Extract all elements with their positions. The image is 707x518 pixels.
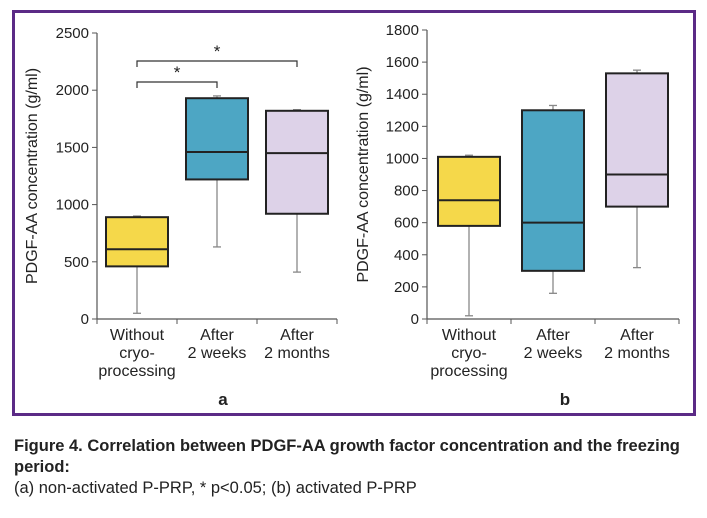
significance-star: * [174,63,181,82]
x-tick-label-line: cryo- [451,345,487,362]
y-tick-label: 0 [411,311,419,328]
x-tick-label: After 2 months [264,327,330,362]
x-tick-label: After 2 weeks [188,327,247,362]
box-iqr [105,216,169,268]
box-plot-3 [265,108,329,273]
y-tick-label: 1600 [386,54,419,71]
box-iqr [437,155,501,227]
x-tick-label: Without cryo-processing [430,327,507,380]
x-tick-label-line: Without [110,327,165,344]
figure-frame: 0 500 1000 1500 2000 2500 PDGF-AA concentratio… [12,10,696,416]
x-tick-label-line: 2 months [264,345,330,362]
y-tick-label: 1200 [386,118,419,135]
y-tick-label: 2000 [56,82,89,99]
x-tick-label-line: Without [442,327,497,344]
box-plot-1 [105,215,169,314]
box-iqr [521,109,585,272]
y-tick-label: 800 [394,183,419,200]
x-tick-label-line: 2 weeks [188,345,247,362]
x-tick-label-line: After [620,327,654,344]
x-tick-label-line: 2 weeks [524,345,583,362]
x-tick-label-line: 2 months [604,345,670,362]
box-iqr [605,72,669,208]
y-tick-label: 500 [64,254,89,271]
bracket-line [136,81,218,88]
significance-bracket: * [136,42,298,67]
y-tick-label: 1400 [386,86,419,103]
y-tick-label: 1000 [56,197,89,214]
chart-panel-b: 0 200 400 600 800 1000 1200 1400 1600 1800 PDGF-AA… [355,22,680,409]
significance-star: * [214,42,221,61]
y-tick-label: 0 [81,311,89,328]
significance-bracket: * [136,63,218,88]
x-tick-label-line: processing [98,363,175,380]
figure-caption: Figure 4. Correlation between PDGF-AA gr… [14,436,699,499]
x-tick-label-line: After [200,327,234,344]
caption-title: Figure 4. Correlation between PDGF-AA gr… [14,437,680,476]
box-plot-2 [185,95,249,248]
bracket-line [136,60,298,67]
y-tick-label: 1500 [56,139,89,156]
x-tick-label: After 2 months [604,327,670,362]
box-iqr [185,97,249,181]
panel-label: a [218,390,228,409]
box-iqr [265,109,329,215]
chart-panel-a: 0 500 1000 1500 2000 2500 PDGF-AA concentratio… [24,25,338,409]
y-tick-label: 1800 [386,22,419,39]
box-plot-3 [605,69,669,269]
y-tick-label: 2500 [56,25,89,42]
y-tick-label: 200 [394,279,419,296]
y-axis-label: PDGF-AA concentration (g/ml) [24,68,41,284]
x-tick-label-line: After [536,327,570,344]
x-tick-label-line: processing [430,363,507,380]
x-tick-label-line: After [280,327,314,344]
box-plot-1 [437,154,501,317]
x-tick-label: After 2 weeks [524,327,583,362]
x-tick-label: Without cryo-processing [98,327,175,380]
caption-note: (a) non-activated P-PRP, * p<0.05; (b) a… [14,479,417,497]
y-tick-label: 600 [394,215,419,232]
y-axis-label: PDGF-AA concentration (g/ml) [355,66,372,282]
y-tick-label: 400 [394,247,419,264]
panel-label: b [560,390,570,409]
x-tick-label-line: cryo- [119,345,155,362]
y-tick-label: 1000 [386,150,419,167]
box-plot-2 [521,104,585,294]
